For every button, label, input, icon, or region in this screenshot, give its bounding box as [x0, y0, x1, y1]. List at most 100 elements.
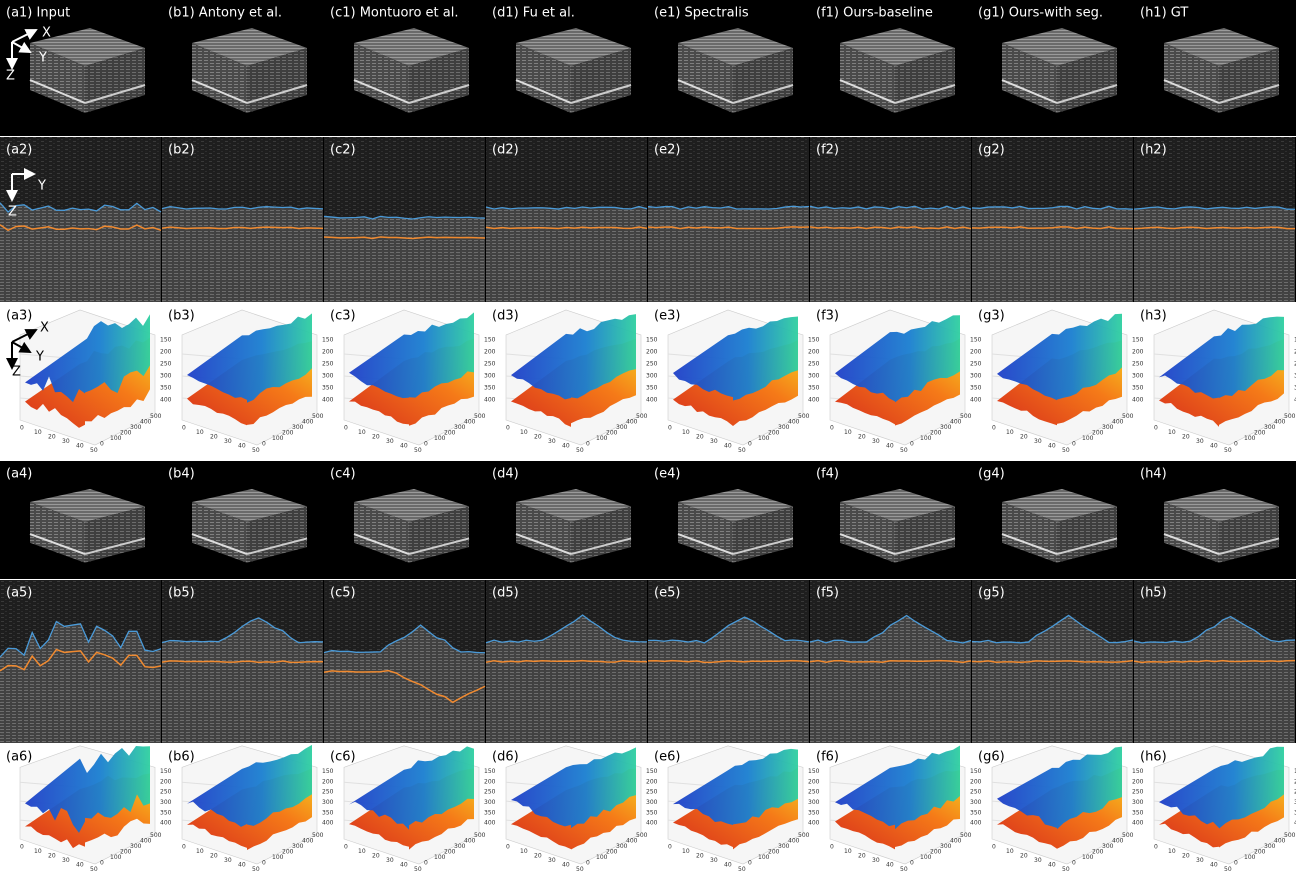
- y-tick-label: 0: [910, 860, 914, 867]
- x-tick-label: 50: [900, 866, 908, 873]
- panel: (f2): [810, 137, 971, 302]
- z-tick-label: 250: [1132, 361, 1144, 368]
- z-tick-label: 400: [808, 820, 820, 827]
- x-tick-label: 50: [1062, 447, 1070, 454]
- y-tick-label: 500: [636, 413, 648, 420]
- panel-label: (a5): [6, 586, 32, 601]
- panel-label: (b3): [168, 309, 195, 324]
- z-tick-label: 300: [646, 373, 658, 380]
- x-tick-label: 30: [62, 438, 70, 445]
- panel-label: (d4): [492, 467, 519, 482]
- x-tick-label: 0: [668, 844, 672, 851]
- y-tick-label: 500: [636, 832, 648, 839]
- x-tick-label: 30: [386, 857, 394, 864]
- panel-row: (a1) Input(b1) Antony et al.(c1) Montuor…: [0, 0, 1296, 136]
- axis-label: X: [42, 26, 51, 41]
- z-tick-label: 350: [484, 809, 496, 816]
- x-tick-label: 50: [414, 866, 422, 873]
- x-tick-label: 0: [344, 844, 348, 851]
- panel-label: (c2): [330, 143, 356, 158]
- z-tick-label: 250: [484, 789, 496, 796]
- z-tick-label: 400: [322, 397, 334, 404]
- x-tick-label: 20: [1182, 853, 1190, 860]
- z-tick-label: 350: [646, 809, 658, 816]
- z-tick-label: 400: [160, 397, 172, 404]
- x-tick-label: 0: [20, 425, 24, 432]
- panel-row: (a2)(b2)(c2)(d2)(e2)(f2)(g2)(h2): [0, 137, 1296, 302]
- panel-label: (b2): [168, 143, 195, 158]
- x-tick-label: 30: [710, 438, 718, 445]
- x-tick-label: 40: [724, 862, 732, 869]
- x-tick-label: 20: [48, 434, 56, 441]
- panel-row: (a5)(b5)(c5)(d5)(e5)(f5)(g5)(h5): [0, 580, 1296, 743]
- y-tick-label: 500: [798, 413, 810, 420]
- z-tick-label: 300: [970, 799, 982, 806]
- y-tick-label: 500: [474, 413, 486, 420]
- x-tick-label: 50: [576, 866, 584, 873]
- panel: (a5): [0, 580, 161, 743]
- z-tick-label: 250: [646, 789, 658, 796]
- x-tick-label: 50: [1062, 866, 1070, 873]
- panel-row: 1502002503003504000102030405001002003004…: [0, 303, 1296, 460]
- y-tick-label: 500: [150, 413, 162, 420]
- retina-tissue: [324, 216, 485, 302]
- panel-label: (e1) Spectralis: [654, 6, 749, 21]
- y-tick-label: 0: [748, 441, 752, 448]
- x-tick-label: 20: [48, 853, 56, 860]
- y-tick-label: 500: [1122, 413, 1134, 420]
- z-tick-label: 350: [970, 385, 982, 392]
- y-tick-label: 500: [1284, 832, 1296, 839]
- z-tick-label: 350: [484, 385, 496, 392]
- z-tick-label: 350: [160, 809, 172, 816]
- z-tick-label: 300: [1132, 373, 1144, 380]
- panel-label: (b1) Antony et al.: [168, 6, 282, 21]
- panel-label: (g5): [978, 586, 1005, 601]
- panel-label: (f1) Ours-baseline: [816, 6, 933, 21]
- axis-label: Z: [6, 69, 15, 84]
- x-tick-label: 50: [1224, 866, 1232, 873]
- z-tick-label: 300: [808, 799, 820, 806]
- figure: (a1) Input(b1) Antony et al.(c1) Montuor…: [0, 0, 1296, 879]
- x-tick-label: 20: [372, 434, 380, 441]
- panel-label: (a6): [6, 750, 32, 765]
- z-tick-label: 350: [970, 809, 982, 816]
- z-tick-label: 300: [322, 373, 334, 380]
- x-tick-label: 30: [224, 438, 232, 445]
- y-tick-label: 0: [1234, 441, 1238, 448]
- x-tick-label: 10: [682, 429, 690, 436]
- x-tick-label: 30: [872, 857, 880, 864]
- z-tick-label: 400: [970, 820, 982, 827]
- z-tick-label: 250: [1132, 789, 1144, 796]
- panel: (g2): [972, 137, 1133, 302]
- z-tick-label: 200: [808, 349, 820, 356]
- z-tick-label: 350: [646, 385, 658, 392]
- x-tick-label: 40: [562, 862, 570, 869]
- x-tick-label: 20: [534, 853, 542, 860]
- axis-label: Z: [8, 205, 17, 220]
- panel-label: (f6): [816, 750, 839, 765]
- z-tick-label: 200: [484, 349, 496, 356]
- x-tick-label: 40: [400, 443, 408, 450]
- x-tick-label: 20: [858, 853, 866, 860]
- z-tick-label: 200: [322, 349, 334, 356]
- panel: (d5): [486, 580, 647, 743]
- z-tick-label: 250: [970, 361, 982, 368]
- x-tick-label: 20: [210, 434, 218, 441]
- z-tick-label: 150: [808, 768, 820, 775]
- x-tick-label: 0: [506, 425, 510, 432]
- x-tick-label: 50: [252, 447, 260, 454]
- x-tick-label: 10: [1006, 429, 1014, 436]
- x-tick-label: 40: [76, 443, 84, 450]
- y-tick-label: 0: [100, 441, 104, 448]
- x-tick-label: 50: [414, 447, 422, 454]
- x-tick-label: 10: [358, 848, 366, 855]
- z-tick-label: 200: [970, 349, 982, 356]
- z-tick-label: 300: [160, 373, 172, 380]
- axis-label: Y: [35, 350, 44, 365]
- panel: (d2): [486, 137, 647, 302]
- x-tick-label: 20: [1020, 434, 1028, 441]
- panel-label: (f4): [816, 467, 839, 482]
- panel-label: (e3): [654, 309, 680, 324]
- retina-tissue: [972, 206, 1133, 302]
- z-tick-label: 200: [160, 778, 172, 785]
